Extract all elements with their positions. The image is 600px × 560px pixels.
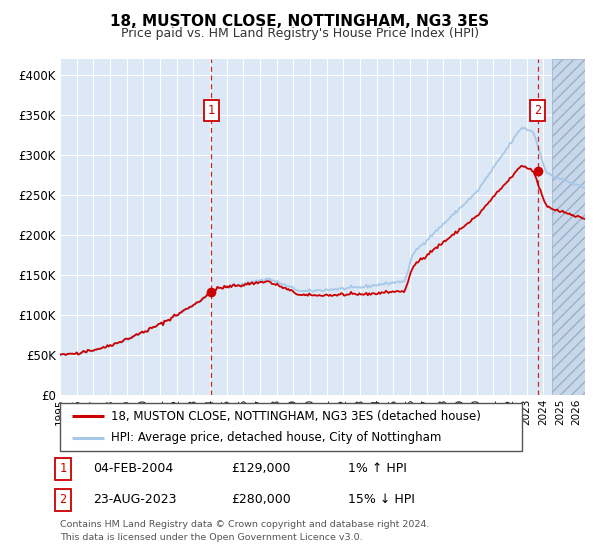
Text: 2: 2: [59, 493, 67, 506]
Text: This data is licensed under the Open Government Licence v3.0.: This data is licensed under the Open Gov…: [60, 533, 362, 542]
Text: 18, MUSTON CLOSE, NOTTINGHAM, NG3 3ES (detached house): 18, MUSTON CLOSE, NOTTINGHAM, NG3 3ES (d…: [111, 409, 481, 423]
Text: £280,000: £280,000: [231, 493, 291, 506]
Text: £129,000: £129,000: [231, 462, 290, 475]
Text: 1: 1: [208, 104, 215, 117]
Text: Contains HM Land Registry data © Crown copyright and database right 2024.: Contains HM Land Registry data © Crown c…: [60, 520, 430, 529]
Bar: [551, 59, 585, 395]
Text: 2: 2: [534, 104, 541, 117]
Text: 1% ↑ HPI: 1% ↑ HPI: [348, 462, 407, 475]
Text: 15% ↓ HPI: 15% ↓ HPI: [348, 493, 415, 506]
Text: 1: 1: [59, 462, 67, 475]
Text: 04-FEB-2004: 04-FEB-2004: [93, 462, 173, 475]
Text: Price paid vs. HM Land Registry's House Price Index (HPI): Price paid vs. HM Land Registry's House …: [121, 27, 479, 40]
Text: 23-AUG-2023: 23-AUG-2023: [93, 493, 176, 506]
Text: 18, MUSTON CLOSE, NOTTINGHAM, NG3 3ES: 18, MUSTON CLOSE, NOTTINGHAM, NG3 3ES: [110, 14, 490, 29]
Text: HPI: Average price, detached house, City of Nottingham: HPI: Average price, detached house, City…: [111, 431, 441, 445]
